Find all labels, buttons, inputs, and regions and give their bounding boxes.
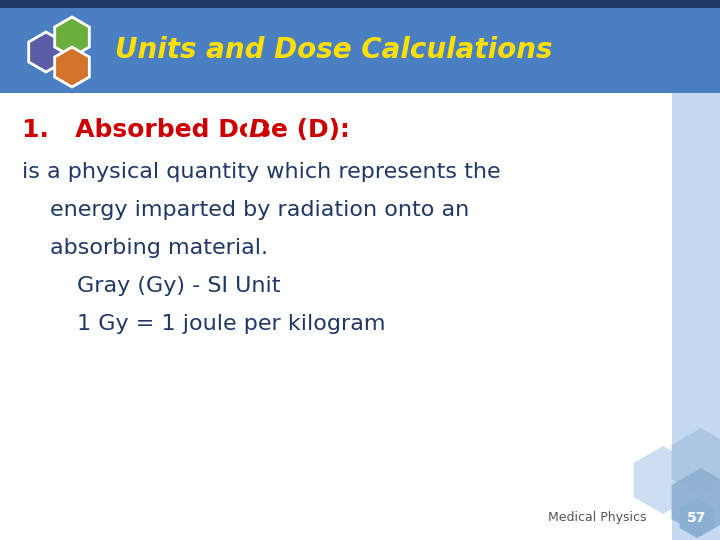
Text: is a physical quantity which represents the: is a physical quantity which represents … (22, 162, 500, 182)
Text: 1 Gy = 1 joule per kilogram: 1 Gy = 1 joule per kilogram (77, 314, 385, 334)
Polygon shape (634, 446, 693, 514)
FancyBboxPatch shape (247, 117, 263, 143)
Text: absorbing material.: absorbing material. (50, 238, 268, 258)
Text: D: D (248, 118, 269, 142)
Polygon shape (55, 47, 89, 87)
Text: energy imparted by radiation onto an: energy imparted by radiation onto an (50, 200, 469, 220)
Polygon shape (55, 17, 89, 57)
Text: Units and Dose Calculations: Units and Dose Calculations (115, 37, 552, 64)
Polygon shape (680, 498, 714, 538)
Polygon shape (29, 32, 63, 72)
Polygon shape (672, 468, 720, 536)
Text: 57: 57 (688, 511, 707, 525)
Text: Gray (Gy) - SI Unit: Gray (Gy) - SI Unit (77, 276, 281, 296)
FancyBboxPatch shape (672, 0, 720, 540)
Text: 1.   Absorbed Dose (D):: 1. Absorbed Dose (D): (22, 118, 350, 142)
FancyBboxPatch shape (0, 8, 720, 93)
FancyBboxPatch shape (0, 0, 720, 8)
Polygon shape (672, 428, 720, 496)
Text: Medical Physics: Medical Physics (548, 511, 647, 524)
